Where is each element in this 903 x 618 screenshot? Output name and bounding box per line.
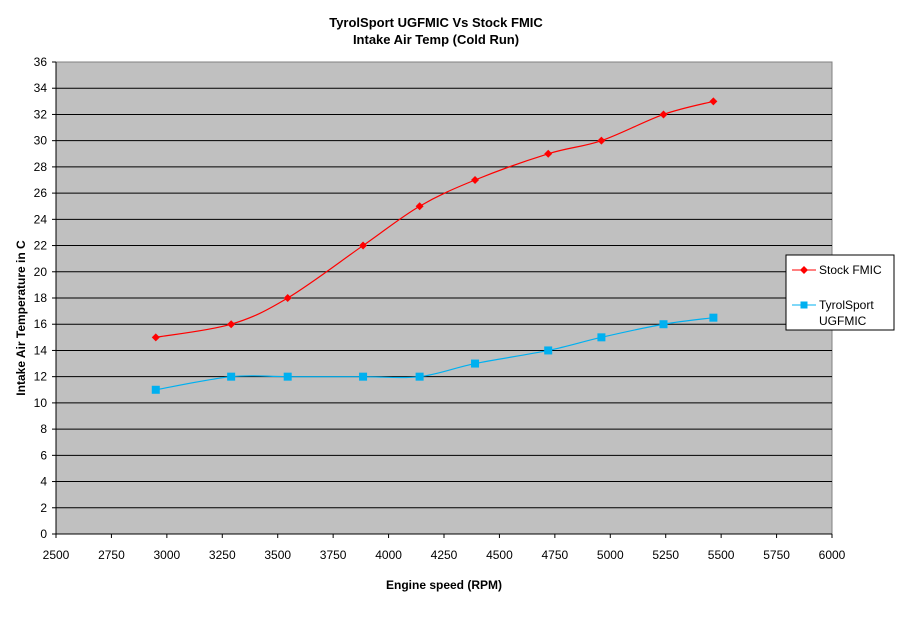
series-1-point: [544, 346, 553, 355]
y-tick-label: 18: [34, 291, 48, 305]
series-0-point: [597, 136, 606, 145]
series-1-point: [227, 372, 236, 381]
y-tick-label: 26: [34, 186, 48, 200]
series-0-point: [709, 97, 718, 106]
x-tick-label: 3750: [320, 548, 347, 562]
series-0-point: [471, 176, 480, 184]
y-tick-label: 2: [40, 501, 47, 515]
x-tick-label: 5250: [652, 548, 679, 562]
y-tick-label: 6: [40, 448, 47, 462]
x-tick-label: 5500: [708, 548, 735, 562]
x-tick-label: 2500: [43, 548, 70, 562]
x-axis-label: Engine speed (RPM): [386, 578, 502, 592]
x-tick-label: 2750: [98, 548, 125, 562]
y-tick-label: 16: [34, 317, 48, 331]
y-tick-label: 14: [34, 343, 48, 357]
y-tick-label: 34: [34, 81, 48, 95]
y-tick-label: 24: [34, 212, 48, 226]
series-0-point: [359, 241, 368, 250]
y-tick-label: 36: [34, 55, 48, 69]
y-tick-label: 4: [40, 475, 47, 489]
y-tick-label: 22: [34, 239, 48, 253]
x-tick-label: 3000: [154, 548, 181, 562]
legend-tyrol-label-line1: TyrolSport: [819, 298, 874, 312]
grid-lines: [56, 87, 832, 509]
series-0-point: [151, 333, 160, 342]
y-tick-label: 8: [40, 422, 47, 436]
series-0-point: [415, 202, 424, 211]
series-0-point: [544, 149, 553, 158]
legend-tyrol-marker: [800, 301, 808, 309]
series-0-point: [283, 294, 292, 302]
series-1-point: [359, 372, 368, 381]
series-0-point: [659, 110, 668, 119]
chart-title: TyrolSport UGFMIC Vs Stock FMIC: [329, 15, 543, 30]
series-1-point: [709, 313, 718, 322]
series-layer: [151, 97, 718, 394]
series-1-point: [283, 372, 292, 381]
series-1-point: [151, 385, 160, 394]
y-tick-label: 20: [34, 265, 48, 279]
x-tick-label: 4750: [542, 548, 569, 562]
chart-subtitle: Intake Air Temp (Cold Run): [353, 32, 519, 47]
series-0-point: [227, 320, 236, 329]
series-1-point: [659, 320, 668, 329]
legend: Stock FMIC TyrolSport UGFMIC: [785, 254, 895, 331]
series-1-point: [415, 372, 424, 381]
legend-tyrol-label: TyrolSport UGFMIC: [819, 298, 877, 328]
y-tick-label: 10: [34, 396, 48, 410]
axes: [52, 61, 833, 538]
series-line-0: [155, 100, 714, 338]
legend-stock-label: Stock FMIC: [819, 263, 882, 277]
y-tick-label: 12: [34, 370, 48, 384]
legend-tyrol-label-line2: UGFMIC: [819, 314, 867, 328]
y-tick-label: 28: [34, 160, 48, 174]
y-tick-label: 32: [34, 107, 48, 121]
y-axis-label: Intake Air Temperature in C: [14, 240, 28, 396]
series-1-point: [597, 333, 606, 342]
legend-stock-marker: [800, 266, 808, 274]
series-line-1: [155, 317, 714, 391]
x-tick-labels: 2500 2750 3000 3250 3500 3750 4000 4250 4500 4750…: [43, 548, 846, 562]
x-tick-label: 3250: [209, 548, 236, 562]
x-tick-label: 5000: [597, 548, 624, 562]
x-tick-label: 4000: [375, 548, 402, 562]
y-tick-label: 0: [40, 527, 47, 541]
x-tick-label: 5750: [763, 548, 790, 562]
x-tick-label: 6000: [819, 548, 846, 562]
x-tick-label: 4500: [486, 548, 513, 562]
y-tick-label: 30: [34, 134, 48, 148]
x-tick-label: 4250: [431, 548, 458, 562]
x-tick-label: 3500: [264, 548, 291, 562]
series-1-point: [471, 359, 480, 368]
